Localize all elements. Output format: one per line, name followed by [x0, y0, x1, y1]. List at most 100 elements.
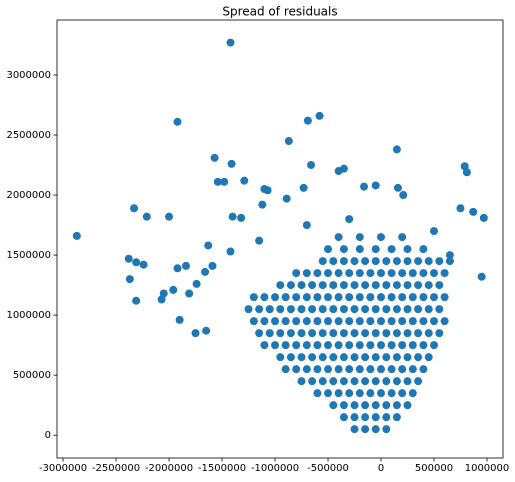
- point: [334, 293, 343, 302]
- point: [477, 272, 486, 281]
- point: [440, 293, 449, 302]
- plot-frame: [56, 19, 504, 459]
- point: [403, 281, 412, 290]
- point: [382, 401, 391, 410]
- point: [181, 261, 190, 270]
- point: [339, 413, 348, 422]
- point: [350, 329, 359, 338]
- point: [430, 341, 439, 350]
- point: [302, 365, 311, 374]
- point: [382, 257, 391, 266]
- point: [430, 293, 439, 302]
- point: [361, 377, 370, 386]
- point: [339, 305, 348, 314]
- point: [297, 353, 306, 362]
- point: [244, 305, 253, 314]
- point: [302, 221, 311, 230]
- point: [130, 204, 139, 213]
- point: [281, 317, 290, 326]
- point: [382, 353, 391, 362]
- point: [297, 305, 306, 314]
- point: [355, 233, 364, 242]
- point: [440, 269, 449, 278]
- point: [355, 365, 364, 374]
- point: [139, 260, 148, 269]
- point: [392, 257, 401, 266]
- y-tick-label: 1000000: [6, 310, 51, 321]
- point: [260, 317, 269, 326]
- point: [308, 329, 317, 338]
- point: [255, 236, 264, 245]
- point: [382, 413, 391, 422]
- point: [329, 353, 338, 362]
- point: [329, 377, 338, 386]
- point: [414, 329, 423, 338]
- point: [456, 204, 465, 213]
- point: [419, 317, 428, 326]
- point: [292, 293, 301, 302]
- x-tick-label: -2500000: [92, 463, 140, 474]
- y-tick-label: 3000000: [6, 70, 51, 81]
- point: [377, 233, 386, 242]
- point: [424, 353, 433, 362]
- point: [387, 341, 396, 350]
- point: [240, 176, 249, 185]
- point: [403, 353, 412, 362]
- point: [430, 269, 439, 278]
- point: [361, 425, 370, 434]
- point: [424, 257, 433, 266]
- point: [345, 215, 354, 224]
- point: [302, 269, 311, 278]
- point: [271, 341, 280, 350]
- point: [339, 257, 348, 266]
- point: [355, 269, 364, 278]
- point: [313, 317, 322, 326]
- point: [371, 181, 380, 190]
- point: [324, 293, 333, 302]
- x-tick-label: 0: [378, 463, 384, 474]
- point: [315, 111, 324, 120]
- point: [142, 212, 151, 221]
- point: [132, 258, 141, 267]
- point: [297, 281, 306, 290]
- point: [419, 245, 428, 254]
- point: [462, 168, 471, 177]
- point: [371, 281, 380, 290]
- point: [392, 145, 401, 154]
- point: [440, 317, 449, 326]
- y-tick-label: 1500000: [6, 250, 51, 261]
- point: [377, 365, 386, 374]
- y-tick-label: 500000: [13, 370, 51, 381]
- point: [403, 245, 412, 254]
- point: [393, 183, 402, 192]
- point: [339, 164, 348, 173]
- point: [399, 191, 408, 200]
- point: [350, 353, 359, 362]
- point: [403, 257, 412, 266]
- point: [350, 257, 359, 266]
- point: [308, 377, 317, 386]
- point: [345, 341, 354, 350]
- point: [169, 285, 178, 294]
- point: [371, 305, 380, 314]
- point: [387, 269, 396, 278]
- point: [308, 281, 317, 290]
- point: [313, 389, 322, 398]
- point: [419, 341, 428, 350]
- point: [255, 305, 264, 314]
- point: [286, 281, 295, 290]
- point: [345, 269, 354, 278]
- point: [324, 341, 333, 350]
- point: [377, 389, 386, 398]
- point: [360, 182, 369, 191]
- point: [175, 315, 184, 324]
- point: [318, 257, 327, 266]
- point: [408, 293, 417, 302]
- point: [210, 153, 219, 162]
- point: [339, 377, 348, 386]
- point: [324, 317, 333, 326]
- point: [276, 329, 285, 338]
- point: [292, 365, 301, 374]
- y-tick-label: 2500000: [6, 130, 51, 141]
